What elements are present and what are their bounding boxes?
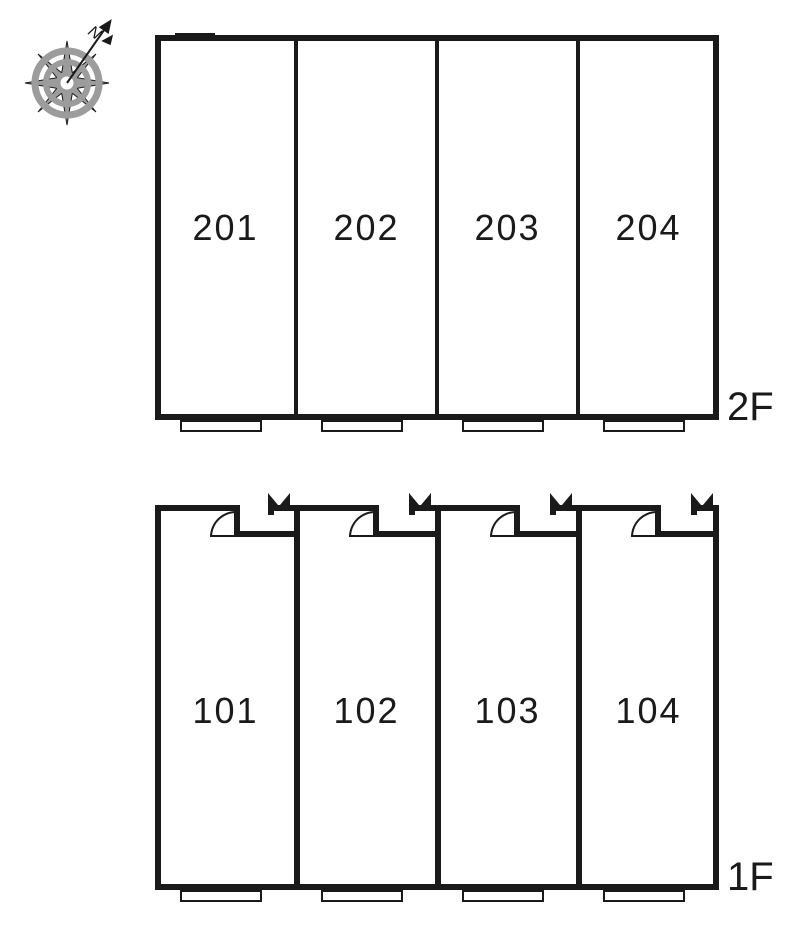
vent-icon — [550, 493, 574, 505]
unit-label: 102 — [333, 690, 399, 732]
vent-icon — [268, 493, 292, 505]
vent-icon — [691, 493, 715, 505]
unit-label: 203 — [474, 207, 540, 249]
outline-seg — [691, 505, 719, 511]
unit-label: 204 — [615, 207, 681, 249]
unit-label: 103 — [474, 690, 540, 732]
floor-label-2f: 2F — [727, 385, 774, 430]
unit-103: 103 — [437, 531, 578, 890]
floor-1f: 101 102 103 104 — [155, 505, 719, 890]
unit-204: 204 — [578, 35, 719, 420]
window-tab — [603, 890, 685, 902]
window-tab — [180, 420, 262, 432]
unit-label: 101 — [192, 690, 258, 732]
unit-label: 202 — [333, 207, 399, 249]
unit-101: 101 — [155, 531, 296, 890]
compass-icon: N — [15, 5, 145, 135]
unit-203: 203 — [437, 35, 578, 420]
unit-104: 104 — [578, 531, 719, 890]
unit-label: 104 — [615, 690, 681, 732]
floor-label-1f: 1F — [727, 855, 774, 900]
window-marker — [175, 33, 215, 35]
unit-102: 102 — [296, 531, 437, 890]
unit-label: 201 — [192, 207, 258, 249]
window-tab — [462, 890, 544, 902]
window-tab — [321, 890, 403, 902]
window-tab — [462, 420, 544, 432]
floor-2f: 201 202 203 204 — [155, 35, 719, 420]
unit-202: 202 — [296, 35, 437, 420]
window-tab — [180, 890, 262, 902]
floor-plan-canvas: N 201 202 203 204 2F — [0, 0, 800, 940]
vent-icon — [409, 493, 433, 505]
unit-201: 201 — [155, 35, 296, 420]
window-tab — [603, 420, 685, 432]
window-tab — [321, 420, 403, 432]
